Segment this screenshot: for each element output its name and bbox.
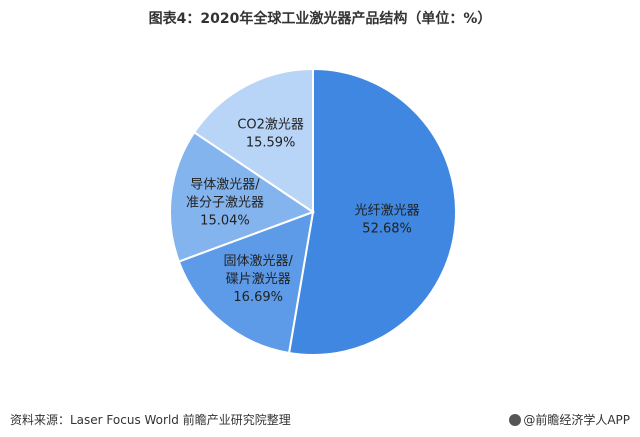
brand-logo-icon — [509, 414, 522, 426]
pie-label-2: 导体激光器/准分子激光器 15.04% — [186, 177, 264, 228]
pie-slice-2 — [169, 130, 316, 263]
pie-label-percent: 52.68% — [362, 221, 412, 236]
brand-attribution: @前瞻经济学人APP — [509, 411, 630, 428]
pie-labels: 光纤激光器 52.68% 固体激光器/碟片激光器 16.69% 导体激光器/准分子激光器… — [186, 118, 420, 306]
pie-label-1: 固体激光器/碟片激光器 16.69% — [224, 254, 294, 305]
source-note: 资料来源：Laser Focus World 前瞻产业研究院整理 — [10, 413, 291, 427]
pie-slice-0 — [287, 67, 457, 356]
pie-slices — [169, 67, 457, 356]
pie-slice-1 — [177, 210, 315, 355]
pie-label-line: 光纤激光器 — [355, 203, 420, 218]
brand-label: @前瞻经济学人APP — [523, 413, 630, 427]
pie-label-3: CO2激光器 15.59% — [237, 118, 304, 151]
pie-label-line: 固体激光器/ — [224, 254, 294, 269]
pie-label-percent: 16.69% — [233, 290, 283, 305]
pie-slice-3 — [192, 67, 314, 214]
pie-label-0: 光纤激光器 52.68% — [355, 203, 420, 236]
pie-label-line: 导体激光器/ — [190, 177, 260, 192]
pie-label-percent: 15.59% — [246, 136, 296, 151]
pie-label-line: 准分子激光器 — [186, 195, 264, 210]
chart-title: 图表4：2020年全球工业激光器产品结构（单位：%） — [148, 11, 492, 27]
pie-label-percent: 15.04% — [200, 213, 250, 228]
pie-label-line: 碟片激光器 — [226, 272, 291, 287]
pie-label-line: CO2激光器 — [237, 118, 304, 133]
